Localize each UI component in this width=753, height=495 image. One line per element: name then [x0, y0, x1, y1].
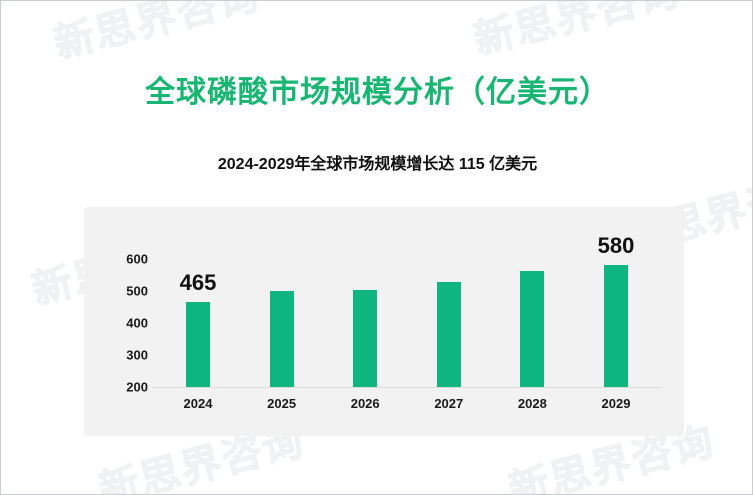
x-axis-tick-label: 2026 — [350, 396, 380, 411]
y-axis-tick-label: 300 — [126, 347, 148, 363]
x-axis-tick-label: 2029 — [601, 396, 631, 411]
x-axis-tick-label: 2024 — [183, 396, 213, 411]
x-axis-tick-label: 2028 — [517, 396, 547, 411]
bar — [436, 282, 461, 387]
x-axis-tick-label: 2027 — [434, 396, 464, 411]
chart-subtitle: 2024-2029年全球市场规模增长达 115 亿美元 — [217, 156, 538, 173]
bar — [269, 291, 294, 387]
bar — [604, 265, 628, 387]
y-axis-tick-label: 200 — [126, 379, 148, 395]
bar-plot-area: 200 300 400 500 600 2024 465 2025 2026 2027 2028 20… — [84, 207, 684, 436]
y-axis-tick-label: 400 — [126, 315, 148, 331]
watermark: 新思界咨询 — [469, 0, 685, 63]
y-axis-tick-label: 600 — [126, 251, 148, 267]
bar-value-label: 465 — [179, 270, 217, 296]
watermark: 新思界咨询 — [49, 0, 265, 67]
chart-panel: 200 300 400 500 600 2024 465 2025 2026 2027 2028 20… — [84, 207, 684, 436]
bar-value-label: 580 — [597, 233, 635, 259]
chart-title: 全球磷酸市场规模分析（亿美元） — [145, 76, 610, 109]
axis-baseline — [152, 387, 662, 388]
x-axis-tick-label: 2025 — [267, 396, 297, 411]
bar — [520, 271, 545, 387]
bar — [353, 290, 378, 387]
y-axis-tick-label: 500 — [126, 283, 148, 299]
bar — [186, 302, 210, 387]
